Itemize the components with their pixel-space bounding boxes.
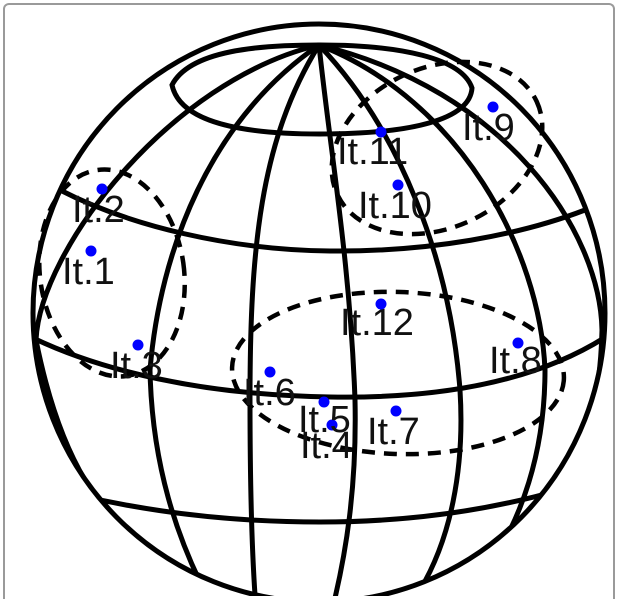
point-marker bbox=[326, 419, 338, 431]
point-marker bbox=[375, 298, 387, 310]
meridian-5 bbox=[316, 42, 464, 593]
sphere-grid bbox=[33, 42, 605, 596]
point-group: It.11 bbox=[337, 126, 408, 173]
point-group: It.1 bbox=[62, 245, 115, 293]
point-marker bbox=[487, 101, 499, 113]
point-label: It.6 bbox=[243, 372, 296, 414]
meridian-4 bbox=[316, 42, 358, 596]
point-label: It.3 bbox=[110, 345, 163, 387]
point-group: It.7 bbox=[367, 405, 420, 453]
point-label: It.9 bbox=[462, 107, 515, 149]
point-label: It.7 bbox=[367, 411, 420, 453]
meridian-3 bbox=[247, 42, 322, 596]
point-label: It.2 bbox=[72, 189, 125, 231]
point-group: It.9 bbox=[462, 101, 515, 149]
dashed-circle-left bbox=[36, 167, 188, 379]
point-group: It.2 bbox=[72, 183, 125, 231]
latitude-lower bbox=[75, 487, 563, 525]
meridian-6 bbox=[316, 42, 548, 568]
point-marker bbox=[392, 179, 404, 191]
point-label: It.10 bbox=[358, 185, 432, 227]
point-group: It.4 bbox=[300, 419, 353, 467]
points-layer: It.1 It.2 It.3 It.4It.5It.6 It.7 It.8 It.9 It.1… bbox=[62, 101, 542, 467]
point-marker bbox=[264, 366, 276, 378]
dashed-circles bbox=[36, 59, 567, 457]
point-marker bbox=[390, 405, 402, 417]
point-marker bbox=[318, 396, 330, 408]
point-group: It.12 bbox=[340, 298, 414, 344]
point-group: It.3 bbox=[110, 339, 163, 387]
dashed-circle-top bbox=[329, 59, 545, 237]
point-marker bbox=[96, 183, 108, 195]
point-group: It.6 bbox=[243, 366, 296, 414]
point-label: It.4 bbox=[300, 425, 353, 467]
sphere-outline bbox=[30, 21, 608, 596]
point-group: It.8 bbox=[489, 337, 542, 382]
point-marker bbox=[512, 337, 524, 349]
meridian-2 bbox=[147, 42, 322, 585]
latitude-upper bbox=[57, 187, 588, 254]
point-label: It.11 bbox=[337, 131, 408, 173]
latitude-equator bbox=[33, 335, 605, 400]
point-label: It.12 bbox=[340, 302, 414, 344]
point-marker bbox=[375, 126, 387, 138]
point-marker bbox=[85, 245, 97, 257]
dashed-circle-center bbox=[229, 289, 567, 457]
latitude-ring-top bbox=[169, 42, 475, 137]
point-label: It.1 bbox=[62, 251, 115, 293]
point-group: It.5 bbox=[298, 396, 351, 441]
meridian-1 bbox=[33, 42, 322, 565]
point-marker bbox=[132, 339, 144, 351]
point-group: It.10 bbox=[358, 179, 432, 227]
